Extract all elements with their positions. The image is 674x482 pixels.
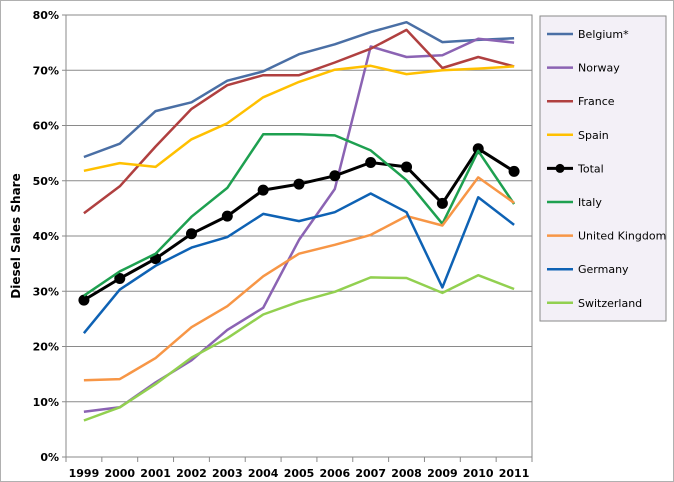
total-point xyxy=(293,178,305,190)
x-tick-label: 2008 xyxy=(391,467,422,480)
legend-label: Germany xyxy=(578,263,629,276)
legend-label: Switzerland xyxy=(578,297,642,310)
series-line xyxy=(83,28,515,215)
legend-label: France xyxy=(578,95,615,108)
x-tick-label: 2003 xyxy=(212,467,243,480)
x-tick-label: 2005 xyxy=(284,467,315,480)
y-tick-label: 40% xyxy=(33,230,59,243)
total-point xyxy=(257,184,269,196)
x-tick-label: 2009 xyxy=(427,467,458,480)
legend-label: Total xyxy=(577,162,604,175)
total-point xyxy=(329,170,341,182)
y-axis-label: Diesel Sales Share xyxy=(9,173,23,298)
total-point xyxy=(114,273,126,285)
y-tick-label: 20% xyxy=(33,341,59,354)
total-point xyxy=(472,143,484,155)
y-tick-label: 50% xyxy=(33,175,59,188)
total-point xyxy=(221,210,233,222)
x-tick-label: 2004 xyxy=(248,467,279,480)
x-tick-label: 2010 xyxy=(463,467,494,480)
x-tick-label: 2000 xyxy=(104,467,135,480)
total-point xyxy=(185,228,197,240)
legend: Belgium* Norway France Spain Total Italy Unite… xyxy=(547,28,666,310)
series-line xyxy=(83,176,515,382)
x-axis-ticks: 1999 2000 2001 2002 2003 2004 2005 2006 2007 2008… xyxy=(65,457,533,480)
series-line xyxy=(83,64,515,173)
total-point xyxy=(401,161,413,173)
total-point xyxy=(78,294,90,306)
total-point xyxy=(508,165,520,177)
x-tick-label: 2007 xyxy=(355,467,386,480)
series-line xyxy=(82,192,515,334)
series-line xyxy=(83,20,515,159)
legend-label: United Kingdom xyxy=(578,230,666,243)
x-tick-label: 1999 xyxy=(69,467,100,480)
x-tick-label: 2006 xyxy=(320,467,351,480)
series-line xyxy=(83,37,515,413)
x-tick-label: 2002 xyxy=(176,467,207,480)
total-point xyxy=(436,197,448,209)
series-lines xyxy=(78,20,520,422)
total-point xyxy=(365,157,377,169)
y-tick-label: 80% xyxy=(33,9,59,22)
y-tick-label: 0% xyxy=(40,451,59,464)
legend-label: Norway xyxy=(578,62,620,75)
x-tick-label: 2011 xyxy=(499,467,530,480)
y-tick-label: 10% xyxy=(33,396,59,409)
y-tick-label: 70% xyxy=(33,64,59,77)
legend-label: Spain xyxy=(578,129,609,142)
series-line xyxy=(83,273,515,422)
x-tick-label: 2001 xyxy=(140,467,171,480)
y-tick-label: 60% xyxy=(33,120,59,133)
legend-marker xyxy=(555,163,565,173)
legend-label: Italy xyxy=(578,196,602,209)
y-tick-label: 30% xyxy=(33,285,59,298)
y-axis-ticks: 0% 10% 20% 30% 40% 50% 60% 70% 80% xyxy=(33,9,66,464)
legend-label: Belgium* xyxy=(578,28,629,41)
